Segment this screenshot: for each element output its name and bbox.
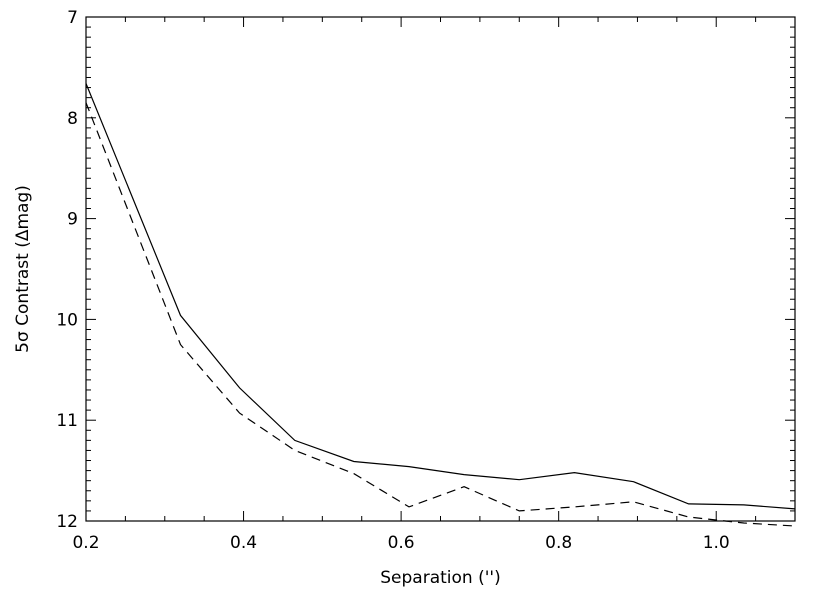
plot-border	[85, 16, 796, 522]
x-tick-label: 0.4	[230, 533, 257, 553]
x-tick-label: 0.8	[545, 533, 572, 553]
tick-labels: 0.2 0.4 0.6 0.8 1.0 7 8 9 10 11 12	[56, 8, 729, 553]
y-tick-label: 12	[56, 512, 78, 532]
y-tick-label: 10	[56, 310, 78, 330]
y-axis-label: 5σ Contrast (Δmag)	[13, 185, 33, 353]
x-axis-label: Separation ('')	[380, 568, 500, 588]
dashed-contrast-line	[85, 102, 796, 527]
series-layer	[85, 83, 796, 527]
x-tick-label: 0.6	[388, 533, 415, 553]
axis-ticks	[85, 16, 796, 522]
y-tick-label: 8	[67, 109, 78, 129]
y-tick-label: 9	[67, 210, 78, 230]
solid-contrast-line	[85, 83, 796, 510]
x-tick-label: 0.2	[72, 533, 99, 553]
x-tick-label: 1.0	[703, 533, 730, 553]
y-tick-label: 7	[67, 8, 78, 28]
plot-frame	[85, 16, 796, 522]
y-tick-label: 11	[56, 411, 78, 431]
